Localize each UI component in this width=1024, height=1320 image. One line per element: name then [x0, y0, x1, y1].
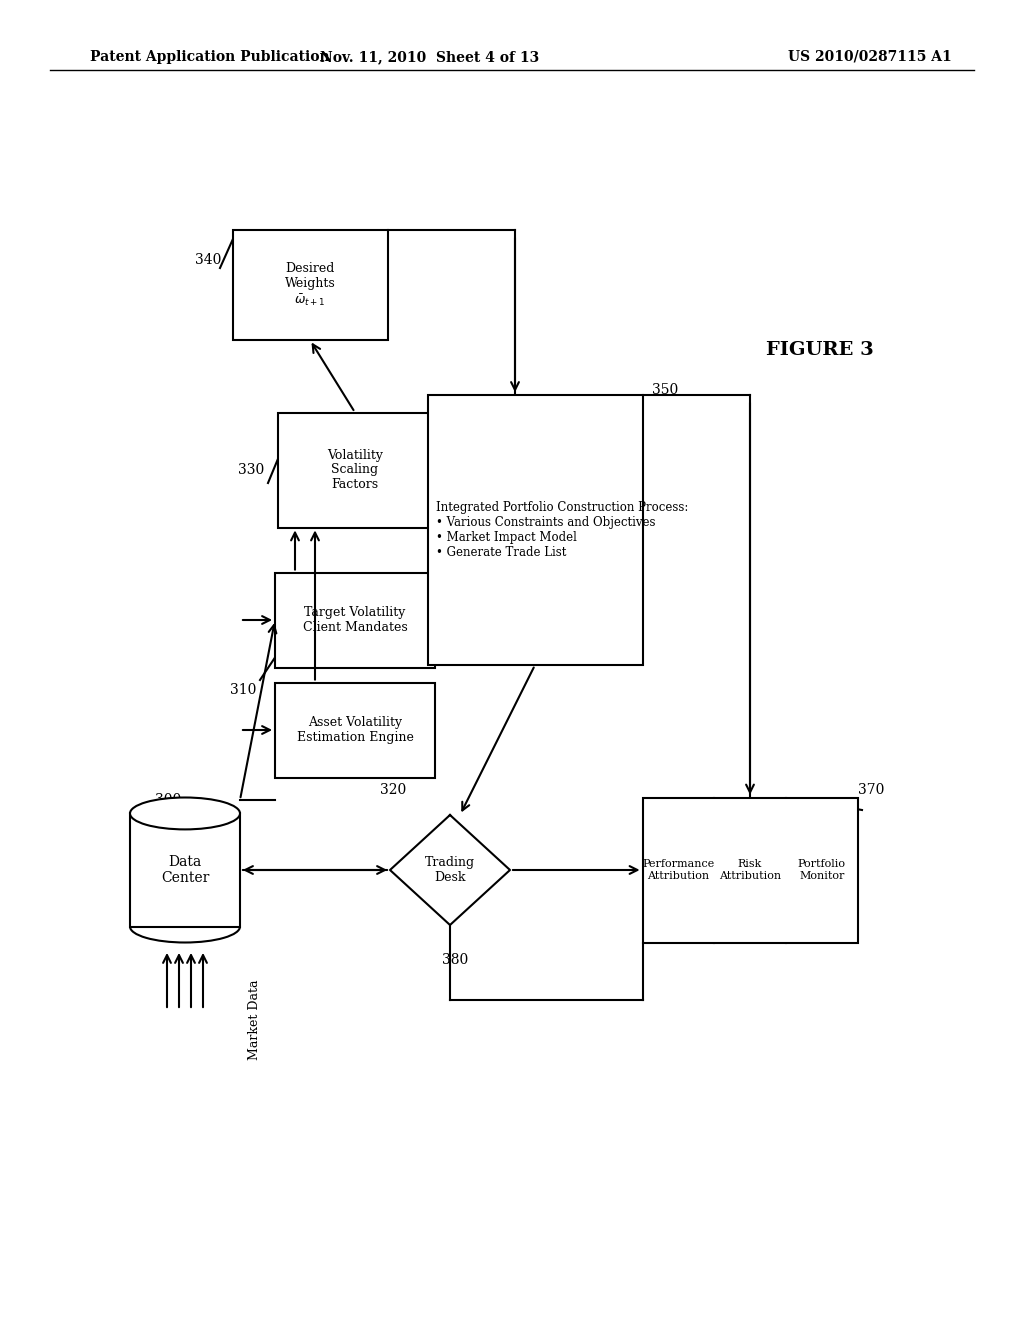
- Text: 370: 370: [858, 783, 885, 797]
- Text: Volatility
Scaling
Factors: Volatility Scaling Factors: [327, 449, 383, 491]
- Bar: [275, 682, 435, 777]
- Text: 340: 340: [195, 253, 221, 267]
- Text: FIGURE 3: FIGURE 3: [766, 341, 873, 359]
- Text: Integrated Portfolio Construction Process:
• Various Constraints and Objectives
: Integrated Portfolio Construction Proces…: [435, 502, 688, 558]
- Bar: [275, 573, 435, 668]
- Text: Performance
Attribution: Performance Attribution: [642, 859, 715, 880]
- Bar: [427, 395, 642, 665]
- Text: 350: 350: [652, 383, 678, 397]
- Text: Target Volatility
Client Mandates: Target Volatility Client Mandates: [303, 606, 408, 634]
- Text: 300: 300: [155, 793, 181, 807]
- Bar: [278, 412, 432, 528]
- Text: Desired
Weights
$\bar{\omega}_{t+1}$: Desired Weights $\bar{\omega}_{t+1}$: [285, 263, 336, 308]
- Text: Trading
Desk: Trading Desk: [425, 855, 475, 884]
- Text: 320: 320: [380, 783, 407, 797]
- Text: Patent Application Publication: Patent Application Publication: [90, 50, 330, 63]
- Bar: [642, 797, 857, 942]
- Text: Asset Volatility
Estimation Engine: Asset Volatility Estimation Engine: [297, 715, 414, 744]
- Ellipse shape: [130, 797, 240, 829]
- Text: Risk
Attribution: Risk Attribution: [719, 859, 781, 880]
- Bar: [232, 230, 387, 341]
- Text: 330: 330: [238, 463, 264, 477]
- Text: Nov. 11, 2010  Sheet 4 of 13: Nov. 11, 2010 Sheet 4 of 13: [321, 50, 540, 63]
- Text: Market Data: Market Data: [249, 979, 261, 1060]
- Text: 310: 310: [230, 682, 256, 697]
- Polygon shape: [390, 814, 510, 925]
- Bar: [130, 813, 240, 927]
- Text: Portfolio
Monitor: Portfolio Monitor: [798, 859, 846, 880]
- Text: 380: 380: [442, 953, 468, 968]
- Text: Data
Center: Data Center: [161, 855, 209, 886]
- Text: US 2010/0287115 A1: US 2010/0287115 A1: [788, 50, 952, 63]
